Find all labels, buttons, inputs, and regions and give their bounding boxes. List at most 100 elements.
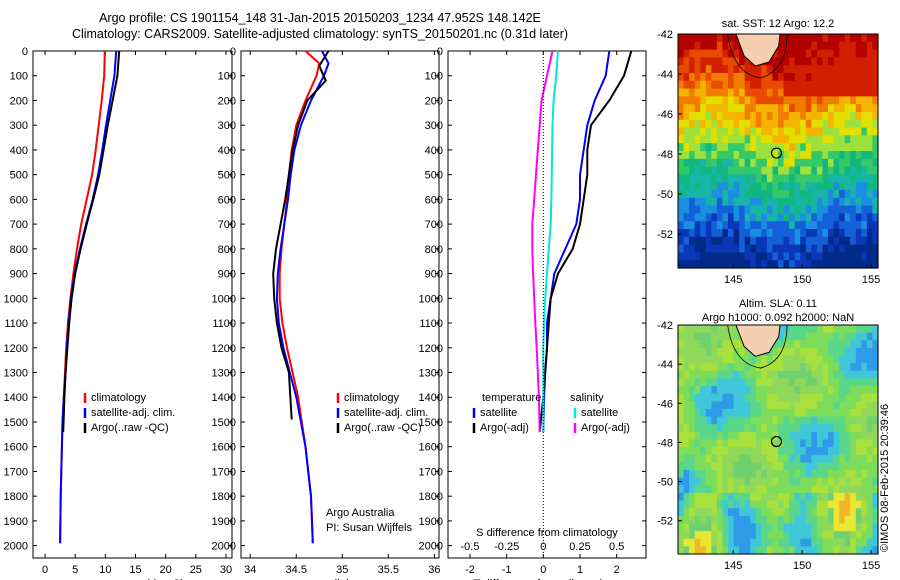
map-cell	[694, 439, 701, 448]
map-cell	[728, 104, 735, 113]
map-cell	[833, 127, 840, 136]
map-cell	[811, 221, 818, 230]
map-cell	[844, 485, 851, 494]
map-cell	[783, 174, 790, 183]
map-cell	[872, 355, 879, 364]
map-cell	[705, 135, 712, 144]
map-cell	[678, 158, 685, 168]
map-cell	[694, 252, 701, 261]
map-cell	[728, 401, 735, 410]
map-cell	[844, 531, 851, 540]
depth-tick-label: 200	[10, 95, 28, 107]
map-cell	[728, 49, 735, 58]
map-cell	[872, 454, 879, 463]
map-cell	[705, 34, 712, 43]
map-cell	[694, 166, 701, 175]
map-cell	[766, 229, 774, 238]
map-cell	[739, 531, 746, 540]
map-cell	[861, 523, 868, 532]
map-cell	[833, 104, 840, 113]
map-cell	[761, 213, 768, 222]
map-cell	[783, 252, 790, 261]
map-cell	[711, 370, 718, 380]
map-cell	[778, 80, 785, 90]
map-cell	[722, 190, 729, 199]
map-cell	[850, 112, 857, 121]
map-cell	[711, 538, 718, 547]
map-cell	[716, 462, 724, 471]
map-cell	[850, 477, 857, 486]
map-cell	[716, 205, 724, 214]
map-cell	[794, 135, 801, 144]
map-cell	[822, 378, 829, 387]
map-cell	[744, 143, 751, 152]
map-cell	[766, 508, 774, 517]
map-cell	[728, 57, 735, 66]
map-cell	[716, 104, 724, 113]
map-cell	[833, 73, 840, 82]
map-cell	[811, 174, 818, 183]
map-cell	[689, 508, 696, 517]
map-cell	[722, 119, 729, 129]
map-cell	[811, 65, 818, 74]
map-cell	[866, 88, 874, 97]
map-cell	[689, 143, 696, 152]
map-cell	[766, 378, 774, 387]
map-cell	[766, 236, 774, 246]
map-cell	[755, 213, 762, 222]
map-cell	[805, 424, 812, 433]
map-cell	[711, 325, 718, 334]
map-cell	[872, 546, 879, 555]
map-cell	[866, 229, 874, 238]
map-cell	[805, 531, 812, 540]
map-cell	[689, 221, 696, 230]
map-cell	[800, 424, 807, 433]
map-cell	[816, 378, 824, 387]
map-cell	[739, 500, 746, 509]
map-cell	[805, 515, 812, 525]
map-cell	[739, 88, 746, 97]
map-cell	[800, 135, 807, 144]
map-cell	[828, 531, 835, 540]
map-lat-label: -44	[657, 69, 673, 81]
depth-tick-label: 700	[10, 219, 28, 231]
map-cell	[766, 127, 774, 136]
map-cell	[844, 158, 851, 168]
map-cell	[833, 462, 840, 471]
map-cell	[855, 236, 862, 246]
map-cell	[800, 325, 807, 334]
map-cell	[828, 158, 835, 168]
map-cell	[794, 454, 801, 463]
map-cell	[850, 347, 857, 357]
map-cell	[739, 190, 746, 199]
map-cell	[805, 221, 812, 230]
map-cell	[761, 135, 768, 144]
map-cell	[861, 41, 868, 51]
map-cell	[800, 158, 807, 168]
map-cell	[789, 80, 796, 90]
depth-tick-label: 1500	[419, 417, 443, 429]
map-cell	[722, 143, 729, 152]
map-cell	[822, 370, 829, 380]
map-cell	[839, 213, 846, 222]
map-cell	[722, 431, 729, 441]
map-cell	[689, 80, 696, 90]
map-cell	[733, 244, 740, 253]
map-cell	[761, 166, 768, 175]
map-cell	[728, 119, 735, 129]
map-cell	[828, 49, 835, 58]
map-cell	[794, 538, 801, 547]
map-cell	[739, 477, 746, 486]
map-cell	[855, 370, 862, 380]
map-cell	[694, 197, 701, 207]
map-cell	[755, 508, 762, 517]
map-cell	[839, 65, 846, 74]
map-cell	[789, 538, 796, 547]
map-cell	[766, 135, 774, 144]
map-cell	[722, 182, 729, 191]
map-cell	[705, 340, 712, 349]
plot-frame	[240, 50, 440, 559]
map-cell	[772, 538, 779, 547]
map-cell	[850, 65, 857, 74]
map-cell	[750, 416, 757, 425]
